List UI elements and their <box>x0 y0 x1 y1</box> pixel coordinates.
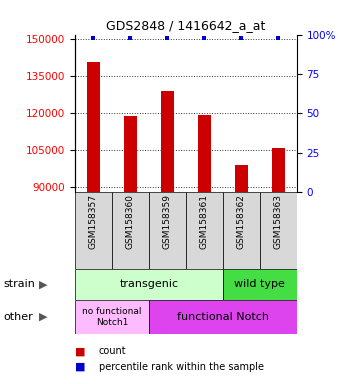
Bar <box>149 192 186 269</box>
Text: GSM158360: GSM158360 <box>126 194 135 249</box>
Title: GDS2848 / 1416642_a_at: GDS2848 / 1416642_a_at <box>106 19 266 32</box>
Bar <box>223 269 297 300</box>
Bar <box>198 114 211 192</box>
Bar <box>235 165 248 192</box>
Text: ■: ■ <box>75 346 86 356</box>
Bar <box>75 269 223 300</box>
Text: count: count <box>99 346 127 356</box>
Text: GSM158359: GSM158359 <box>163 194 172 249</box>
Bar <box>124 116 137 192</box>
Text: wild type: wild type <box>234 279 285 289</box>
Text: GSM158362: GSM158362 <box>237 194 246 249</box>
Text: other: other <box>3 312 33 322</box>
Text: GSM158361: GSM158361 <box>200 194 209 249</box>
Text: GSM158363: GSM158363 <box>274 194 283 249</box>
Text: percentile rank within the sample: percentile rank within the sample <box>99 362 264 372</box>
Bar <box>186 192 223 269</box>
Bar <box>260 192 297 269</box>
Text: transgenic: transgenic <box>119 279 178 289</box>
Text: GSM158357: GSM158357 <box>89 194 98 249</box>
Text: strain: strain <box>3 279 35 289</box>
Text: no functional
Notch1: no functional Notch1 <box>82 307 142 327</box>
Text: ▶: ▶ <box>39 279 48 289</box>
Bar <box>161 91 174 192</box>
Text: functional Notch: functional Notch <box>177 312 269 322</box>
Text: ▶: ▶ <box>39 312 48 322</box>
Bar <box>75 192 112 269</box>
Bar <box>272 148 285 192</box>
Bar <box>112 192 149 269</box>
Text: ■: ■ <box>75 362 86 372</box>
Bar <box>75 300 149 334</box>
Bar <box>223 192 260 269</box>
Bar <box>87 61 100 192</box>
Bar <box>149 300 297 334</box>
